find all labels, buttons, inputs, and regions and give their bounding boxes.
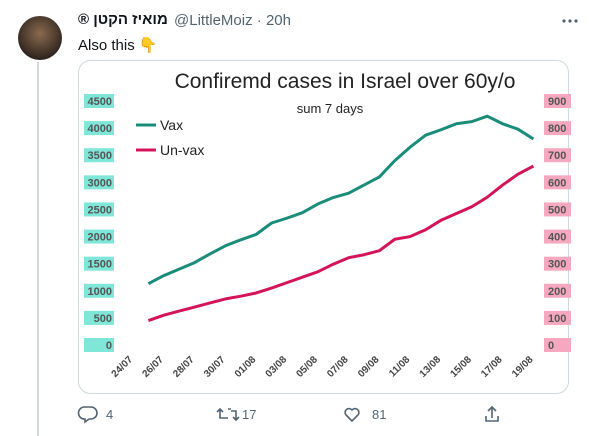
meta: @LittleMoiz · 20h	[174, 12, 291, 29]
chart-subtitle: sum 7 days	[297, 101, 364, 116]
y-tick-bg	[84, 256, 114, 271]
y2-tick-bg	[544, 175, 571, 190]
handle[interactable]: @LittleMoiz	[174, 12, 253, 29]
y-tick-bg	[84, 121, 114, 136]
y-tick-label: 3500	[88, 150, 112, 162]
more-menu[interactable]	[562, 19, 578, 23]
y2-tick-bg	[544, 256, 571, 271]
avatar[interactable]	[18, 16, 62, 60]
legend-label: Vax	[160, 117, 183, 133]
y2-tick-label: 400	[548, 232, 566, 244]
y-tick-bg	[84, 310, 114, 325]
y-tick-label: 1000	[88, 286, 112, 298]
legend-label: Un-vax	[160, 142, 204, 158]
y-tick-label: 500	[94, 313, 112, 325]
y2-tick-label: 800	[548, 123, 566, 135]
media-frame[interactable]	[78, 60, 569, 394]
reply-icon[interactable]	[77, 406, 98, 424]
y2-tick-bg	[544, 338, 571, 352]
y2-tick-label: 900	[548, 96, 566, 108]
y-tick-label: 2500	[88, 204, 112, 216]
y-tick-bg	[84, 202, 114, 217]
y2-tick-bg	[544, 148, 571, 163]
time[interactable]: 20h	[265, 12, 291, 29]
y-tick-bg	[84, 283, 114, 298]
series-line	[147, 114, 535, 286]
y2-tick-label: 200	[548, 286, 566, 298]
y2-tick-label: 300	[548, 259, 566, 271]
tweet-text: Also this 👇	[78, 37, 158, 54]
y-tick-bg	[84, 229, 114, 244]
author-name[interactable]: מואיז הקטן ®	[78, 11, 168, 28]
y-tick-bg	[84, 338, 114, 352]
series-line	[147, 164, 535, 323]
y2-tick-bg	[544, 94, 571, 108]
y2-tick-bg	[544, 310, 571, 325]
y2-tick-bg	[544, 121, 571, 136]
y-tick-label: 0	[106, 340, 112, 352]
y-tick-label: 4000	[88, 123, 112, 135]
y2-tick-label: 600	[548, 177, 566, 189]
retweet-count: 17	[242, 407, 257, 422]
y-tick-label: 4500	[88, 96, 112, 108]
separator: ·	[256, 12, 262, 29]
y-tick-label: 2000	[88, 232, 112, 244]
share-icon[interactable]	[485, 405, 499, 422]
reply-count: 4	[106, 407, 114, 422]
chart-title: Confiremd cases in Israel over 60y/o	[175, 70, 516, 93]
y-tick-label: 1500	[88, 259, 112, 271]
y-tick-bg	[84, 175, 114, 190]
y2-tick-bg	[544, 283, 571, 298]
y-tick-bg	[84, 148, 114, 163]
y2-tick-bg	[544, 229, 571, 244]
y-tick-bg	[84, 94, 114, 108]
y-tick-label: 3000	[88, 177, 112, 189]
retweet-icon[interactable]	[216, 407, 240, 422]
y2-tick-label: 100	[548, 313, 566, 325]
like-count: 81	[372, 407, 387, 422]
like-icon[interactable]	[344, 407, 360, 423]
y2-tick-label: 500	[548, 204, 566, 216]
y2-tick-bg	[544, 202, 571, 217]
y2-tick-label: 0	[548, 340, 554, 352]
y2-tick-label: 700	[548, 150, 566, 162]
